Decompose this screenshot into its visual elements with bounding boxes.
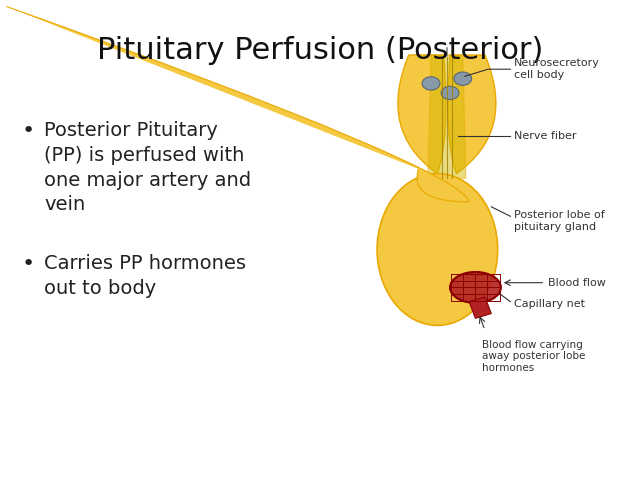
Circle shape: [454, 72, 472, 85]
PathPatch shape: [448, 55, 496, 174]
Text: Carries PP hormones: Carries PP hormones: [44, 254, 246, 273]
Text: •: •: [22, 254, 35, 274]
Ellipse shape: [450, 272, 501, 303]
Text: vein: vein: [44, 195, 85, 215]
PathPatch shape: [469, 297, 492, 318]
Text: Blood flow: Blood flow: [548, 278, 606, 288]
Text: Neurosecretory
cell body: Neurosecretory cell body: [513, 59, 600, 80]
PathPatch shape: [428, 55, 466, 179]
Circle shape: [422, 77, 440, 90]
PathPatch shape: [417, 169, 469, 202]
Text: (PP) is perfused with: (PP) is perfused with: [44, 146, 244, 165]
Text: Blood flow carrying
away posterior lobe
hormones: Blood flow carrying away posterior lobe …: [482, 340, 585, 373]
Text: out to body: out to body: [44, 279, 156, 298]
Ellipse shape: [377, 174, 498, 325]
Text: Pituitary Perfusion (Posterior): Pituitary Perfusion (Posterior): [97, 36, 543, 65]
Text: one major artery and: one major artery and: [44, 171, 251, 190]
Circle shape: [441, 86, 459, 99]
Text: Nerve fiber: Nerve fiber: [513, 131, 576, 141]
Text: Posterior lobe of
pituitary gland: Posterior lobe of pituitary gland: [513, 210, 604, 232]
Text: Capillary net: Capillary net: [513, 299, 584, 309]
Text: Posterior Pituitary: Posterior Pituitary: [44, 121, 218, 140]
PathPatch shape: [398, 55, 446, 174]
Text: •: •: [22, 121, 35, 142]
